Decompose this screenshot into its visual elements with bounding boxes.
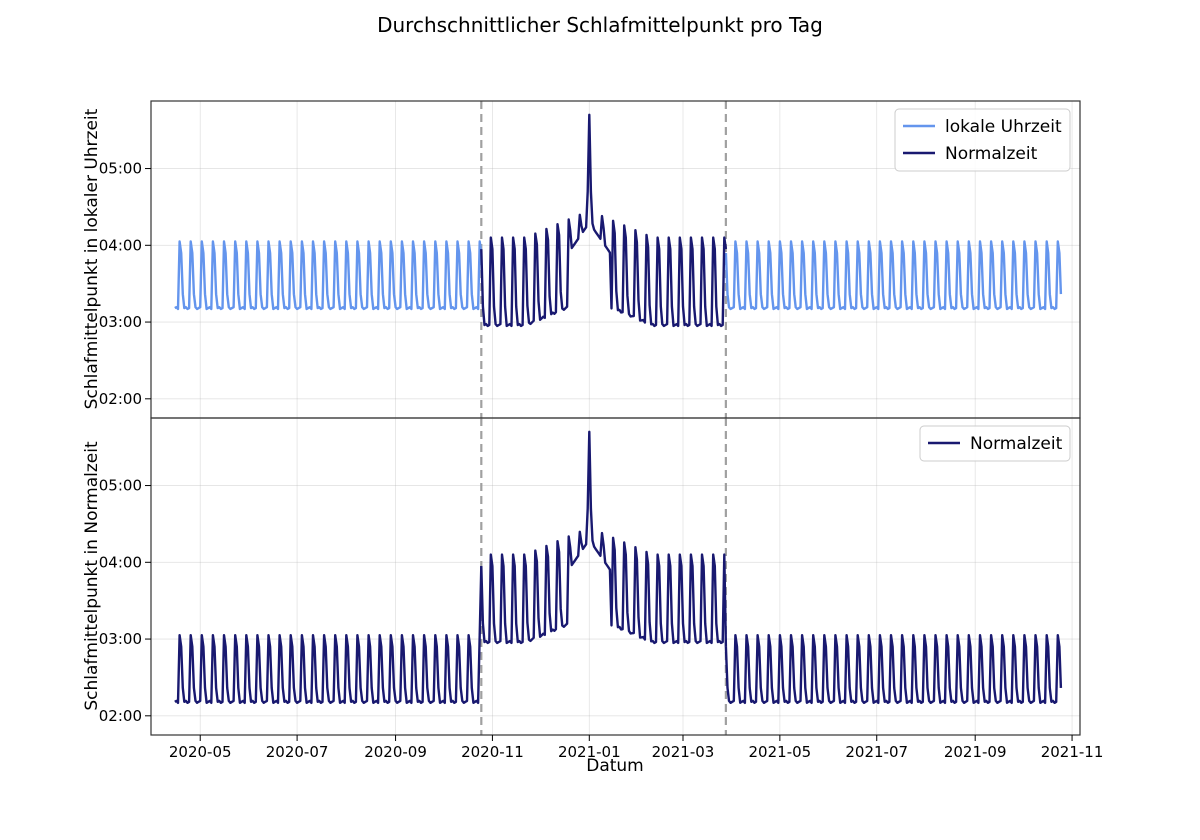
series-line — [174, 240, 483, 311]
y-tick-label: 05:00 — [99, 477, 142, 495]
dst-change-lines-top — [480, 101, 727, 418]
series-line — [724, 240, 1063, 311]
y-tick-label: 03:00 — [99, 630, 142, 648]
y-axis-label-top: Schlafmittelpunkt in lokaler Uhrzeit — [82, 108, 102, 409]
legend-label: lokale Uhrzeit — [945, 117, 1062, 137]
legend-box — [919, 425, 1071, 462]
y-ticks-bottom: 02:00 03:00 04:00 05:00 — [99, 477, 151, 725]
panel-standard-time: 02:00 03:00 04:00 05:00 Schlafmittelpunkt i… — [82, 417, 1081, 736]
x-tick-label: 2021-05 — [749, 743, 812, 761]
y-tick-label: 04:00 — [99, 236, 142, 254]
legend-top: lokale Uhrzeit Normalzeit — [894, 108, 1071, 172]
legend-label: Normalzeit — [945, 144, 1038, 164]
y-tick-label: 05:00 — [99, 160, 142, 178]
x-tick-label: 2021-03 — [652, 743, 715, 761]
x-tick-label: 2021-07 — [845, 743, 908, 761]
x-tick-label: 2020-11 — [461, 743, 524, 761]
panel-local-time: 02:00 03:00 04:00 05:00 Schlafmittelpunkt i… — [82, 100, 1081, 419]
dst-change-lines-bottom — [480, 418, 727, 735]
y-ticks-top: 02:00 03:00 04:00 05:00 — [99, 160, 151, 408]
x-tick-label: 2021-09 — [944, 743, 1007, 761]
y-tick-label: 03:00 — [99, 313, 142, 331]
legend-label: Normalzeit — [970, 434, 1063, 454]
axes-frame-bottom — [150, 417, 1081, 736]
x-tick-label: 2020-05 — [169, 743, 232, 761]
y-axis-label-bottom: Schlafmittelpunkt in Normalzeit — [82, 441, 102, 711]
x-tick-label: 2020-09 — [364, 743, 427, 761]
series-line — [174, 566, 483, 704]
series-line — [480, 113, 728, 328]
x-ticks: 2020-05 2020-07 2020-09 2020-11 2021-01 2021-… — [169, 735, 1104, 761]
chart-title: Durchschnittlicher Schlafmittelpunkt pro… — [377, 13, 823, 37]
y-tick-label: 04:00 — [99, 553, 142, 571]
y-tick-label: 02:00 — [99, 707, 142, 725]
x-tick-label: 2021-11 — [1041, 743, 1104, 761]
x-tick-label: 2021-01 — [558, 743, 621, 761]
y-tick-label: 02:00 — [99, 390, 142, 408]
series-top — [174, 113, 1063, 328]
legend-box — [894, 108, 1071, 172]
series-line — [480, 430, 728, 647]
series-line — [724, 634, 1063, 704]
x-tick-label: 2020-07 — [266, 743, 329, 761]
x-axis-label: Datum — [586, 756, 644, 776]
legend-bottom: Normalzeit — [919, 425, 1071, 462]
series-bottom — [174, 430, 1063, 704]
